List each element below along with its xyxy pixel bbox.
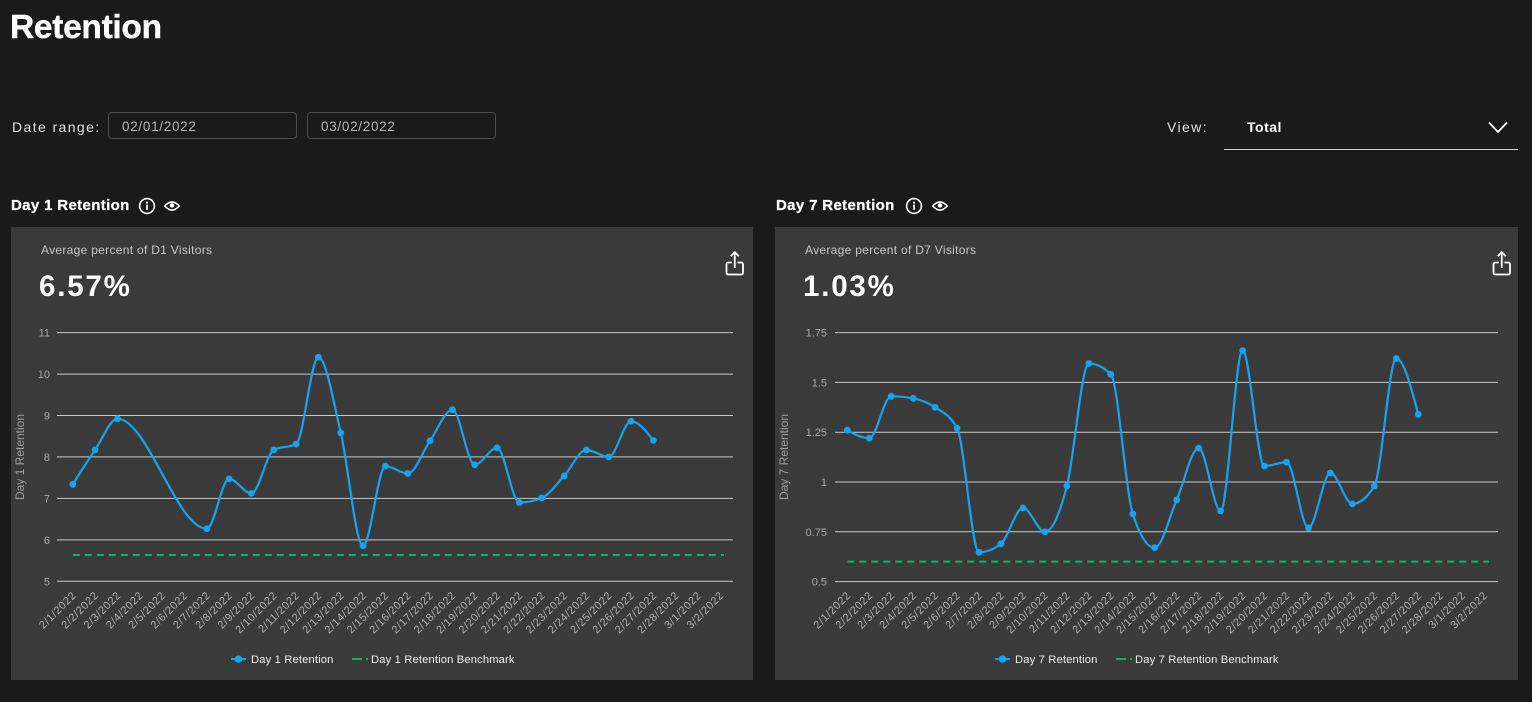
svg-text:7: 7 [44,493,50,505]
svg-text:6: 6 [44,535,50,547]
svg-text:Day 1 Retention: Day 1 Retention [251,654,333,666]
svg-text:11: 11 [39,328,50,340]
svg-text:1.5: 1.5 [812,377,827,389]
svg-text:1: 1 [821,477,827,489]
svg-text:Day 7 Retention: Day 7 Retention [777,414,791,500]
svg-text:1.25: 1.25 [806,427,827,439]
svg-text:Day 7 Retention: Day 7 Retention [1015,654,1097,666]
svg-text:10: 10 [38,369,50,381]
svg-text:Day 1 Retention: Day 1 Retention [13,414,27,500]
svg-text:5: 5 [44,576,50,588]
svg-text:8: 8 [44,452,50,464]
svg-text:1.75: 1.75 [806,328,827,340]
svg-text:9: 9 [44,411,50,423]
svg-text:Day 1 Retention Benchmark: Day 1 Retention Benchmark [371,654,515,666]
svg-text:0.5: 0.5 [812,577,827,589]
svg-text:0.75: 0.75 [806,527,827,539]
svg-text:Day 7 Retention Benchmark: Day 7 Retention Benchmark [1135,654,1279,666]
